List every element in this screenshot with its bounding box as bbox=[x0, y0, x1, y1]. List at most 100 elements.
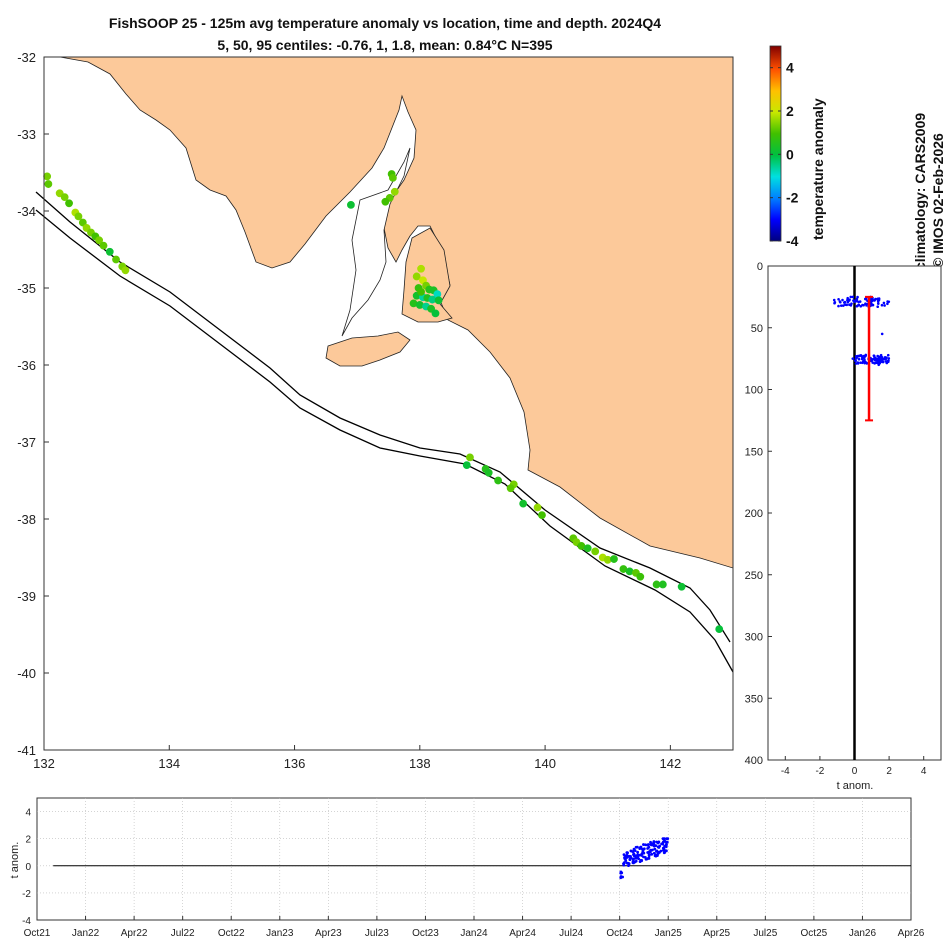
time-series-xtick-label: Oct22 bbox=[218, 928, 245, 939]
depth-ytick-label: 250 bbox=[745, 570, 763, 582]
depth-point bbox=[876, 298, 880, 302]
map-ytick-label: -38 bbox=[17, 512, 36, 527]
time-series-panel: Oct21 Jan22 Apr22 Jul22 Oct22 Jan23 Apr23 Jul23… bbox=[9, 797, 925, 939]
map-xtick-label: 134 bbox=[158, 756, 180, 771]
time-series-ytick-label: 4 bbox=[25, 808, 31, 819]
map-point bbox=[121, 266, 130, 275]
map-ytick-label: -36 bbox=[17, 358, 36, 373]
time-series-point bbox=[664, 845, 668, 849]
map-point bbox=[506, 484, 515, 493]
time-series-ytick-label: -4 bbox=[22, 916, 31, 927]
time-series-ytick-label: 2 bbox=[25, 835, 31, 846]
time-series-xtick-label: Oct23 bbox=[412, 928, 439, 939]
depth-ytick-label: 300 bbox=[745, 632, 763, 644]
colorbar-tick-label: -4 bbox=[786, 233, 799, 249]
map-points bbox=[43, 170, 724, 634]
depth-point bbox=[855, 304, 859, 308]
time-series-point bbox=[652, 842, 655, 845]
depth-point bbox=[839, 304, 843, 307]
depth-point bbox=[845, 303, 849, 307]
depth-point bbox=[859, 361, 862, 364]
depth-point bbox=[871, 361, 874, 364]
time-series-point bbox=[663, 851, 667, 854]
map-ytick-label: -32 bbox=[17, 50, 36, 65]
colorbar-tick-label: 0 bbox=[786, 146, 794, 162]
map-point bbox=[43, 172, 52, 181]
map-point bbox=[105, 247, 114, 256]
depth-point bbox=[883, 304, 886, 307]
map-ytick-label: -35 bbox=[17, 281, 36, 296]
map-point bbox=[466, 453, 474, 462]
time-series-point bbox=[637, 853, 641, 857]
time-series-point bbox=[642, 847, 646, 851]
time-series-point bbox=[629, 855, 632, 858]
time-series-xtick-label: Oct24 bbox=[606, 928, 633, 939]
depth-xtick-label: 2 bbox=[886, 766, 892, 777]
depth-point bbox=[854, 359, 857, 363]
map-point bbox=[417, 287, 425, 296]
time-series-point bbox=[653, 847, 657, 851]
time-series-point bbox=[662, 837, 666, 841]
map-point bbox=[484, 468, 493, 477]
depth-point bbox=[832, 298, 836, 302]
time-series-xtick-label: Apr24 bbox=[509, 928, 536, 939]
colorbar-label: temperature anomaly bbox=[810, 98, 826, 240]
depth-point bbox=[876, 357, 879, 361]
time-series-xtick-label: Jul24 bbox=[559, 928, 583, 939]
map-point bbox=[538, 511, 546, 520]
time-series-xtick-label: Jul25 bbox=[753, 928, 777, 939]
depth-points bbox=[832, 295, 891, 422]
depth-point bbox=[837, 304, 840, 308]
depth-point bbox=[887, 300, 891, 304]
time-series-points bbox=[619, 837, 670, 880]
depth-point bbox=[854, 362, 858, 365]
depth-point bbox=[837, 297, 840, 301]
time-series-point bbox=[636, 856, 639, 860]
time-series-axes: Oct21 Jan22 Apr22 Jul22 Oct22 Jan23 Apr23 Jul23… bbox=[22, 798, 925, 939]
depth-point bbox=[887, 359, 890, 362]
map-point bbox=[99, 241, 108, 250]
time-series-point bbox=[661, 840, 665, 844]
time-series-point bbox=[652, 851, 656, 855]
map-ytick-label: -34 bbox=[17, 204, 36, 219]
depth-point bbox=[861, 303, 864, 307]
time-series-point bbox=[619, 875, 623, 878]
time-series-point bbox=[625, 853, 629, 857]
map-ytick-label: -39 bbox=[17, 589, 36, 604]
map-point bbox=[431, 309, 440, 318]
depth-point bbox=[863, 355, 866, 359]
time-series-point bbox=[632, 853, 635, 857]
time-series-point bbox=[655, 840, 659, 844]
map-point bbox=[610, 555, 618, 563]
depth-profile-panel: -4 -2 0 2 4 0 50 100 150 200 250 300 350 400 t anom. bbox=[745, 261, 942, 792]
time-series-point bbox=[639, 845, 643, 849]
time-series-point bbox=[643, 855, 647, 859]
time-series-point bbox=[647, 850, 651, 854]
time-series-point bbox=[654, 853, 658, 857]
depth-point bbox=[846, 300, 850, 304]
depth-ytick-label: 400 bbox=[745, 755, 763, 767]
depth-xtick-label: 4 bbox=[921, 766, 927, 777]
map-xtick-label: 138 bbox=[409, 756, 431, 771]
time-series-xtick-label: Apr23 bbox=[315, 928, 342, 939]
time-series-xtick-label: Oct21 bbox=[24, 928, 51, 939]
depth-point bbox=[864, 361, 867, 364]
depth-point bbox=[857, 354, 860, 358]
depth-ytick-label: 0 bbox=[757, 261, 763, 273]
map-xtick-label: 142 bbox=[660, 756, 682, 771]
colorbar: 4 2 0 -2 -4 temperature anomaly bbox=[769, 45, 826, 249]
depth-point bbox=[878, 360, 881, 364]
map-ytick-label: -37 bbox=[17, 435, 36, 450]
depth-point bbox=[884, 360, 888, 363]
time-series-point bbox=[642, 843, 645, 846]
map-xtick-label: 132 bbox=[33, 756, 55, 771]
time-series-point bbox=[646, 843, 650, 846]
map-point bbox=[519, 499, 528, 508]
depth-point bbox=[856, 362, 860, 365]
depth-point bbox=[876, 305, 880, 309]
time-series-point bbox=[647, 856, 651, 860]
depth-point bbox=[882, 301, 886, 305]
depth-point bbox=[857, 357, 861, 361]
map-point bbox=[462, 461, 471, 469]
